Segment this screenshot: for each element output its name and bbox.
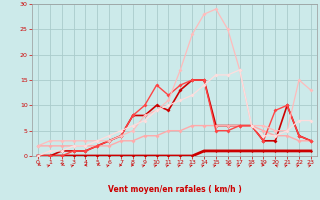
X-axis label: Vent moyen/en rafales ( km/h ): Vent moyen/en rafales ( km/h ) [108, 185, 241, 194]
